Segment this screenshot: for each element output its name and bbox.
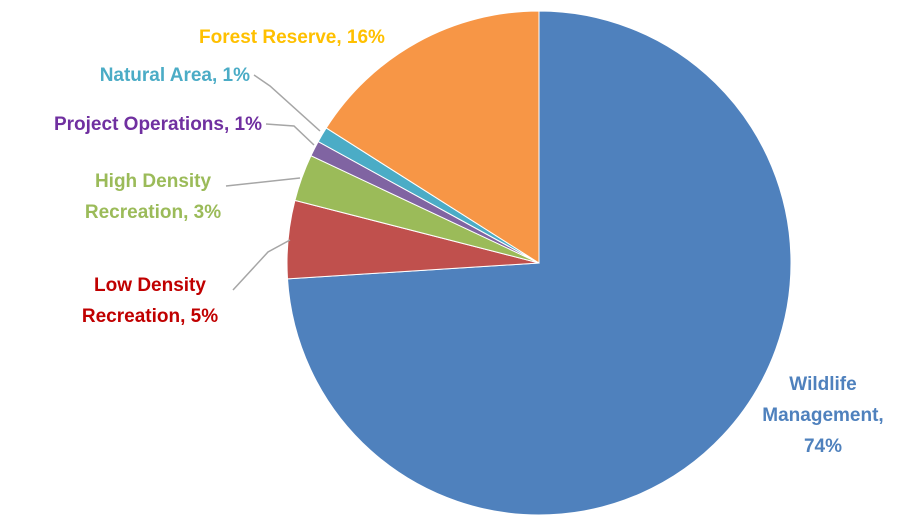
leader-line-high-density-recreation [225, 177, 301, 187]
slice-forest-reserve [325, 10, 540, 264]
label-high-density-recreation: High Density Recreation, 3% [85, 171, 221, 223]
label-line: Wildlife [789, 374, 856, 395]
label-low-density-recreation: Low Density Recreation, 5% [82, 275, 218, 327]
label-line: Low Density [94, 275, 206, 296]
label-line: Recreation, 3% [85, 202, 221, 223]
leader-lines [225, 74, 321, 291]
label-line: 74% [804, 436, 842, 457]
leader-line-low-density-recreation [232, 239, 291, 291]
label-line: Forest Reserve, 16% [199, 27, 385, 48]
label-line: Project Operations, 1% [54, 114, 262, 135]
pie-slices [286, 10, 792, 516]
slice-labels: Wildlife Management, 74% Low Density Recreat… [54, 27, 884, 457]
label-project-operations: Project Operations, 1% [54, 114, 262, 135]
label-forest-reserve: Forest Reserve, 16% [199, 27, 385, 48]
label-line: Recreation, 5% [82, 306, 218, 327]
label-wildlife-management: Wildlife Management, 74% [762, 374, 883, 457]
label-line: Management, [762, 405, 883, 426]
label-natural-area: Natural Area, 1% [100, 65, 250, 86]
leader-line-project-operations [265, 123, 315, 146]
leader-line-natural-area [253, 74, 321, 132]
label-line: High Density [95, 171, 212, 192]
label-line: Natural Area, 1% [100, 65, 250, 86]
